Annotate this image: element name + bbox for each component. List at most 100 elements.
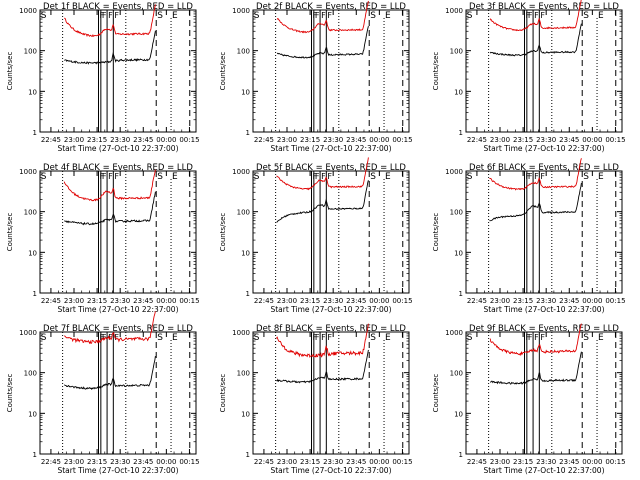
lld-series-line bbox=[276, 157, 369, 191]
panel-title: Det 9f BLACK = Events, RED = LLD bbox=[469, 324, 619, 334]
y-axis-label: Counts/sec bbox=[6, 213, 14, 252]
x-tick-label: 00:15 bbox=[179, 136, 199, 144]
y-tick-label: 1000 bbox=[19, 168, 37, 176]
x-tick-label: 23:30 bbox=[323, 297, 343, 305]
y-tick-label: 1000 bbox=[445, 7, 463, 15]
marker-label-f: F bbox=[321, 333, 326, 342]
panel-det-7: Det 7f BLACK = Events, RED = LLD Counts/s… bbox=[6, 311, 200, 475]
panel-det-3: Det 3f BLACK = Events, RED = LLD Counts/s… bbox=[432, 0, 626, 153]
x-axis-label: Start Time (27-Oct-10 22:37:00) bbox=[483, 466, 604, 475]
x-tick-label: 22:45 bbox=[467, 458, 487, 466]
y-tick-label: 1 bbox=[33, 290, 37, 298]
events-series-line bbox=[64, 30, 156, 65]
x-tick-label: 23:30 bbox=[323, 458, 343, 466]
lld-series-line bbox=[63, 169, 156, 202]
y-tick-label: 1000 bbox=[19, 7, 37, 15]
y-tick-label: 100 bbox=[237, 370, 250, 378]
marker-label-s: S bbox=[583, 172, 589, 182]
x-tick-label: 00:15 bbox=[179, 458, 199, 466]
marker-label-e: E bbox=[598, 333, 604, 343]
x-tick-label: 00:00 bbox=[156, 136, 176, 144]
panel-det-8: Det 8f BLACK = Events, RED = LLD Counts/s… bbox=[219, 323, 413, 475]
plot-frame bbox=[252, 9, 410, 133]
x-tick-label: 00:00 bbox=[156, 297, 176, 305]
x-tick-label: 00:15 bbox=[392, 458, 412, 466]
y-tick-label: 1000 bbox=[232, 329, 250, 337]
marker-label-f: F bbox=[100, 333, 105, 342]
x-tick-label: 23:00 bbox=[64, 136, 84, 144]
x-axis-label: Start Time (27-Oct-10 22:37:00) bbox=[270, 144, 391, 153]
x-tick-label: 23:00 bbox=[277, 297, 297, 305]
x-tick-label: 00:00 bbox=[369, 136, 389, 144]
marker-label-f: F bbox=[315, 172, 320, 181]
marker-label-f: F bbox=[102, 11, 107, 20]
x-tick-label: 22:45 bbox=[467, 136, 487, 144]
x-tick-label: 22:45 bbox=[254, 136, 274, 144]
y-tick-label: 1 bbox=[246, 129, 250, 137]
x-tick-label: 23:45 bbox=[346, 297, 366, 305]
x-tick-label: 23:30 bbox=[536, 136, 556, 144]
x-tick-label: 00:15 bbox=[392, 136, 412, 144]
marker-label-s: S bbox=[254, 333, 260, 343]
x-tick-label: 23:15 bbox=[87, 297, 107, 305]
marker-label-s: S bbox=[157, 172, 163, 182]
marker-label-f: F bbox=[526, 333, 531, 342]
x-tick-label: 23:45 bbox=[559, 458, 579, 466]
events-series-line bbox=[490, 351, 582, 385]
marker-label-f: F bbox=[114, 333, 119, 342]
x-tick-label: 00:15 bbox=[392, 297, 412, 305]
marker-label-f: F bbox=[114, 11, 119, 20]
y-tick-label: 10 bbox=[454, 410, 463, 418]
x-tick-label: 23:45 bbox=[559, 297, 579, 305]
marker-label-s: S bbox=[41, 172, 47, 182]
plot-frame bbox=[252, 170, 410, 294]
panel-title: Det 5f BLACK = Events, RED = LLD bbox=[256, 163, 406, 173]
x-tick-label: 22:45 bbox=[41, 136, 61, 144]
panel-det-1: Det 1f BLACK = Events, RED = LLD Counts/s… bbox=[6, 2, 200, 153]
marker-label-f: F bbox=[534, 11, 539, 20]
y-tick-label: 10 bbox=[241, 410, 250, 418]
x-tick-label: 23:30 bbox=[536, 297, 556, 305]
x-tick-label: 23:15 bbox=[513, 136, 533, 144]
marker-label-f: F bbox=[540, 11, 545, 20]
y-tick-label: 1000 bbox=[445, 168, 463, 176]
events-series-line bbox=[276, 180, 369, 223]
x-tick-label: 23:45 bbox=[133, 136, 153, 144]
x-tick-label: 22:45 bbox=[254, 297, 274, 305]
x-tick-label: 23:00 bbox=[64, 297, 84, 305]
x-tick-label: 23:30 bbox=[110, 458, 130, 466]
marker-label-e: E bbox=[385, 333, 391, 343]
x-tick-label: 23:45 bbox=[559, 136, 579, 144]
lld-series-line bbox=[489, 0, 582, 32]
x-tick-label: 00:15 bbox=[605, 136, 625, 144]
x-tick-label: 23:30 bbox=[323, 136, 343, 144]
x-tick-label: 22:45 bbox=[254, 458, 274, 466]
x-axis-label: Start Time (27-Oct-10 22:37:00) bbox=[270, 305, 391, 314]
x-tick-label: 23:45 bbox=[133, 297, 153, 305]
panel-title: Det 2f BLACK = Events, RED = LLD bbox=[256, 2, 406, 12]
marker-label-f: F bbox=[102, 172, 107, 181]
marker-label-f: F bbox=[534, 333, 539, 342]
panel-det-4: Det 4f BLACK = Events, RED = LLD Counts/s… bbox=[6, 163, 200, 314]
x-tick-label: 00:00 bbox=[582, 136, 602, 144]
marker-label-s: S bbox=[41, 11, 47, 21]
x-tick-label: 22:45 bbox=[41, 297, 61, 305]
marker-label-f: F bbox=[313, 11, 318, 20]
y-tick-label: 100 bbox=[450, 370, 463, 378]
y-axis-label: Counts/sec bbox=[219, 374, 227, 413]
events-series-line bbox=[489, 182, 582, 222]
y-tick-label: 1 bbox=[246, 290, 250, 298]
y-tick-label: 100 bbox=[450, 209, 463, 217]
marker-label-f: F bbox=[114, 172, 119, 181]
panel-det-6: Det 6f BLACK = Events, RED = LLD Counts/s… bbox=[432, 158, 626, 314]
marker-label-e: E bbox=[385, 11, 391, 21]
x-tick-label: 23:00 bbox=[490, 297, 510, 305]
lld-series-line bbox=[276, 0, 369, 34]
marker-label-e: E bbox=[172, 172, 178, 182]
marker-label-f: F bbox=[100, 172, 105, 181]
x-tick-label: 23:30 bbox=[536, 458, 556, 466]
events-series-line bbox=[276, 349, 369, 384]
marker-label-f: F bbox=[327, 11, 332, 20]
panel-title: Det 3f BLACK = Events, RED = LLD bbox=[469, 2, 619, 12]
events-series-line bbox=[489, 23, 582, 57]
